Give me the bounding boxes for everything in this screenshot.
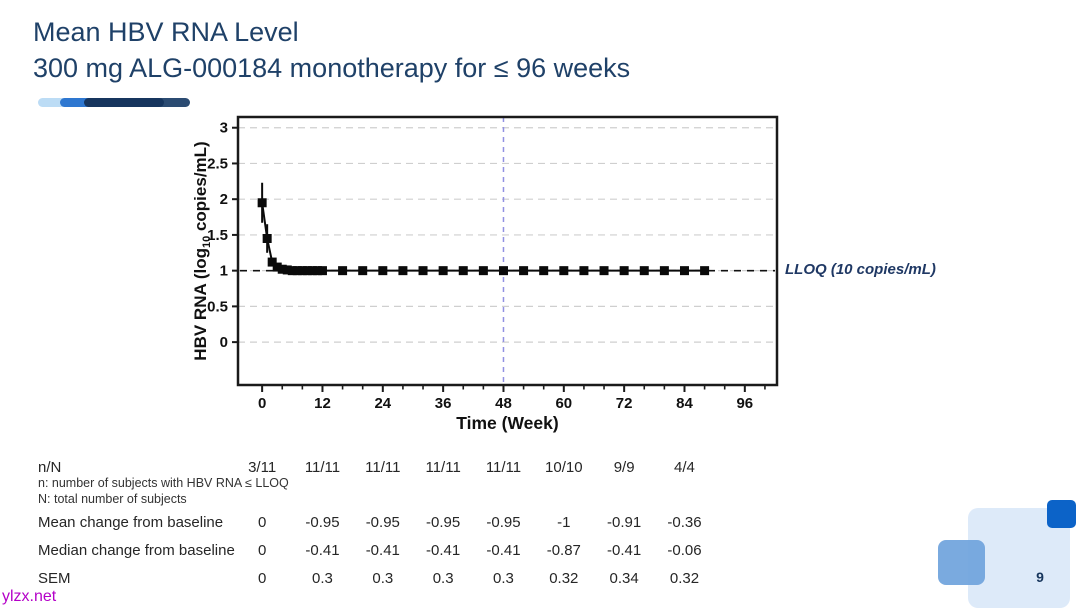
x-tick-label: 12 (314, 395, 331, 412)
data-point-marker (317, 266, 327, 276)
data-point-marker (312, 266, 322, 276)
decor-mid-square (938, 540, 985, 585)
data-point-marker (287, 266, 297, 276)
data-point-marker (358, 266, 368, 276)
decor-dark-square (1047, 500, 1076, 528)
y-tick-label: 2.5 (207, 155, 228, 172)
data-point-marker (519, 266, 529, 276)
x-tick-label: 60 (555, 395, 572, 412)
accent-segment-dark (84, 98, 164, 107)
page-number: 9 (1036, 569, 1044, 585)
y-tick-label: 0.5 (207, 298, 228, 315)
data-point-marker (498, 266, 508, 276)
data-point-marker (292, 266, 302, 276)
title-accent-bar (38, 98, 190, 107)
data-point-marker (277, 264, 287, 274)
y-tick-label: 3 (220, 120, 228, 137)
data-point-marker (267, 257, 277, 267)
data-point-marker (579, 266, 589, 276)
y-tick-label: 1 (220, 263, 228, 280)
x-tick-label: 84 (676, 395, 693, 412)
data-point-marker (679, 266, 689, 276)
data-point-marker (338, 266, 348, 276)
data-point-marker (262, 233, 272, 243)
accent-segment-light (38, 98, 78, 107)
x-tick-label: 72 (616, 395, 633, 412)
y-tick-label: 0 (220, 334, 228, 351)
title-line-2: 300 mg ALG-000184 monotherapy for ≤ 96 w… (33, 53, 631, 83)
data-point-marker (302, 266, 312, 276)
plot-border (236, 115, 779, 387)
title-line-1: Mean HBV RNA Level (33, 17, 299, 47)
lloq-annotation: LLOQ (10 copies/mL) (785, 261, 936, 278)
data-point-marker (539, 266, 549, 276)
y-tick-label: 1.5 (207, 227, 228, 244)
x-tick-label: 48 (495, 395, 512, 412)
data-point-marker (282, 265, 292, 275)
y-tick-label: 2 (220, 191, 228, 208)
data-point-marker (378, 266, 388, 276)
x-tick-label: 0 (258, 395, 266, 412)
data-point-marker (639, 266, 649, 276)
data-point-marker (257, 198, 267, 208)
footnote-N-definition: N: total number of subjects (38, 492, 187, 506)
data-point-marker (297, 266, 307, 276)
x-tick-label: 24 (374, 395, 391, 412)
x-tick-label: 36 (435, 395, 452, 412)
data-point-marker (438, 266, 448, 276)
data-point-marker (398, 266, 408, 276)
series-line (261, 202, 705, 272)
data-point-marker (599, 266, 609, 276)
data-point-marker (559, 266, 569, 276)
data-point-marker (458, 266, 468, 276)
data-point-marker (700, 266, 710, 276)
data-point-marker (418, 266, 428, 276)
accent-segment-tail (156, 98, 190, 107)
page-title: Mean HBV RNA Level 300 mg ALG-000184 mon… (33, 14, 630, 86)
watermark-text: ylzx.net (2, 588, 57, 605)
data-point-marker (619, 266, 629, 276)
data-point-marker (272, 262, 282, 272)
x-tick-label: 96 (736, 395, 753, 412)
data-point-marker (307, 266, 317, 276)
x-axis-label: Time (Week) (456, 413, 558, 433)
y-axis-label: HBV RNA (log10 copies/mL) (191, 141, 213, 360)
data-point-marker (659, 266, 669, 276)
data-point-marker (478, 266, 488, 276)
footnote-n-definition: n: number of subjects with HBV RNA ≤ LLO… (38, 476, 289, 490)
